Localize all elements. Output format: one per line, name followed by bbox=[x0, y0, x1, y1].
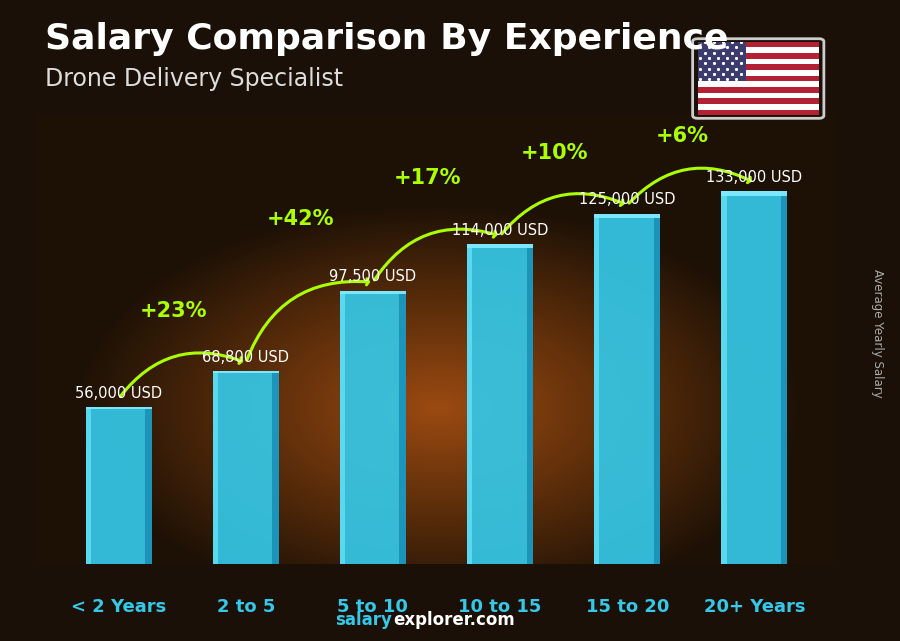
FancyBboxPatch shape bbox=[594, 213, 661, 564]
FancyBboxPatch shape bbox=[340, 290, 406, 564]
FancyBboxPatch shape bbox=[212, 371, 279, 564]
Text: 68,800 USD: 68,800 USD bbox=[202, 350, 289, 365]
Bar bbox=[212, 371, 279, 374]
Bar bbox=[526, 244, 533, 564]
Text: explorer.com: explorer.com bbox=[393, 612, 515, 629]
FancyBboxPatch shape bbox=[467, 244, 533, 564]
Bar bbox=[721, 191, 726, 564]
Bar bbox=[594, 213, 599, 564]
Text: 114,000 USD: 114,000 USD bbox=[452, 223, 548, 238]
Text: 2 to 5: 2 to 5 bbox=[217, 597, 275, 616]
Text: 20+ Years: 20+ Years bbox=[704, 597, 806, 616]
Bar bbox=[698, 47, 819, 53]
Bar bbox=[467, 244, 533, 248]
FancyBboxPatch shape bbox=[86, 407, 152, 564]
Bar bbox=[698, 64, 819, 70]
Text: +6%: +6% bbox=[655, 126, 708, 146]
Bar bbox=[698, 53, 819, 59]
Bar bbox=[653, 213, 661, 564]
Text: Average Yearly Salary: Average Yearly Salary bbox=[871, 269, 884, 397]
Text: Salary Comparison By Experience: Salary Comparison By Experience bbox=[45, 22, 728, 56]
Text: 15 to 20: 15 to 20 bbox=[586, 597, 669, 616]
Bar bbox=[698, 110, 819, 115]
Bar bbox=[400, 290, 406, 564]
Bar bbox=[145, 407, 152, 564]
Text: +23%: +23% bbox=[140, 301, 207, 320]
Bar bbox=[698, 70, 819, 76]
Text: 56,000 USD: 56,000 USD bbox=[75, 386, 162, 401]
Bar bbox=[698, 81, 819, 87]
Text: +10%: +10% bbox=[521, 143, 589, 163]
Bar bbox=[721, 191, 788, 196]
Bar bbox=[86, 407, 152, 409]
Text: 5 to 10: 5 to 10 bbox=[338, 597, 409, 616]
Text: 10 to 15: 10 to 15 bbox=[458, 597, 542, 616]
Text: 125,000 USD: 125,000 USD bbox=[579, 192, 676, 208]
Bar bbox=[467, 244, 472, 564]
FancyBboxPatch shape bbox=[721, 191, 788, 564]
Bar bbox=[698, 98, 819, 104]
Text: Drone Delivery Specialist: Drone Delivery Specialist bbox=[45, 67, 343, 91]
Bar bbox=[781, 191, 788, 564]
Bar bbox=[698, 76, 819, 81]
Bar bbox=[86, 407, 91, 564]
Text: < 2 Years: < 2 Years bbox=[71, 597, 166, 616]
Bar bbox=[698, 104, 819, 110]
Bar bbox=[698, 59, 819, 64]
Bar bbox=[340, 290, 346, 564]
Text: +17%: +17% bbox=[394, 169, 462, 188]
Bar bbox=[698, 87, 819, 93]
Bar bbox=[594, 213, 661, 218]
Text: +42%: +42% bbox=[266, 209, 334, 229]
Text: salary: salary bbox=[335, 612, 392, 629]
Text: 97,500 USD: 97,500 USD bbox=[329, 269, 417, 285]
Bar bbox=[340, 290, 406, 294]
Bar bbox=[272, 371, 279, 564]
Bar bbox=[698, 93, 819, 98]
Bar bbox=[698, 42, 819, 47]
Bar bbox=[212, 371, 218, 564]
Bar bbox=[698, 42, 746, 81]
Text: 133,000 USD: 133,000 USD bbox=[706, 170, 803, 185]
